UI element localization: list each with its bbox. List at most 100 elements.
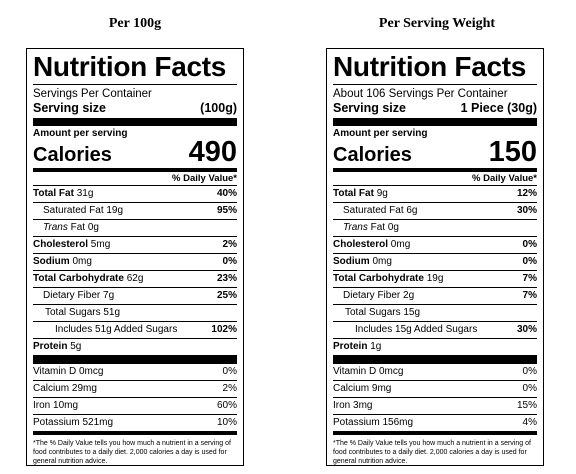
nutrient-dv: 0% bbox=[522, 239, 537, 250]
nutrient-dv: 23% bbox=[216, 273, 237, 284]
vitamin-dv: 4% bbox=[522, 417, 537, 428]
nutrient-label: Sodium bbox=[33, 256, 70, 267]
vitamin-dv: 10% bbox=[216, 417, 237, 428]
nutrient-dv: 2% bbox=[222, 239, 237, 250]
serving-size-row: Serving size 1 Piece (30g) bbox=[333, 101, 537, 116]
serving-size-label: Serving size bbox=[333, 101, 406, 115]
nutrient-dv: 12% bbox=[516, 188, 537, 199]
nutrient-label: Cholesterol bbox=[333, 239, 389, 250]
nutrient-label: Fat 0g bbox=[67, 222, 99, 233]
nutrient-amount: 0mg bbox=[372, 256, 392, 267]
vitamin-dv: 2% bbox=[222, 383, 237, 394]
nutrient-label-italic: Trans bbox=[343, 222, 368, 233]
daily-value-header: % Daily Value* bbox=[33, 172, 237, 186]
nutrient-label: Sodium bbox=[333, 256, 370, 267]
nutrient-row-total-sugars: Total Sugars 51g bbox=[33, 305, 237, 322]
calories-value: 150 bbox=[488, 136, 537, 168]
vitamin-label: Potassium 156mg bbox=[333, 417, 414, 428]
divider-block bbox=[333, 355, 537, 364]
calories-row: Calories 150 bbox=[333, 136, 537, 168]
nutrient-label: Saturated Fat 6g bbox=[343, 205, 418, 216]
vitamin-dv: 0% bbox=[222, 366, 237, 377]
nutrient-label: Dietary Fiber 7g bbox=[43, 290, 115, 301]
divider-block bbox=[33, 355, 237, 364]
nutrient-amount: 31g bbox=[76, 188, 94, 199]
nutrient-row-cholesterol: Cholesterol 0mg 0% bbox=[333, 237, 537, 254]
nutrient-row-total-carbohydrate: Total Carbohydrate 19g 7% bbox=[333, 271, 537, 288]
daily-value-footnote: *The % Daily Value tells you how much a … bbox=[33, 440, 231, 465]
nutrient-label: Total Carbohydrate bbox=[33, 273, 124, 284]
column-heading-per-serving: Per Serving Weight bbox=[378, 16, 496, 31]
divider-medium bbox=[33, 168, 237, 172]
footnote-divider: *The % Daily Value tells you how much a … bbox=[33, 431, 237, 466]
nutrient-amount: 5mg bbox=[90, 239, 111, 250]
nutrient-amount: 62g bbox=[126, 273, 144, 284]
calories-label: Calories bbox=[333, 144, 412, 166]
nutrient-row-trans-fat: Trans Fat 0g bbox=[333, 220, 537, 237]
vitamin-dv: 60% bbox=[216, 400, 237, 411]
vitamin-row-iron: Iron 3mg 15% bbox=[333, 398, 537, 415]
column-heading-per-100g: Per 100g bbox=[108, 16, 162, 31]
nutrient-label: Total Sugars 51g bbox=[45, 307, 121, 318]
nutrition-label-per-serving: Nutrition Facts About 106 Servings Per C… bbox=[326, 48, 544, 466]
nutrient-dv: 0% bbox=[522, 256, 537, 267]
vitamin-label: Vitamin D 0mcg bbox=[333, 366, 404, 377]
nutrient-label: Total Fat bbox=[333, 188, 374, 199]
nutrient-dv: 95% bbox=[216, 205, 237, 216]
nutrient-row-trans-fat: Trans Fat 0g bbox=[33, 220, 237, 237]
nutrient-label: Total Carbohydrate bbox=[333, 273, 424, 284]
nutrition-facts-title: Nutrition Facts bbox=[33, 52, 237, 85]
divider-thick bbox=[333, 118, 537, 126]
nutrient-row-dietary-fiber: Dietary Fiber 7g 25% bbox=[33, 288, 237, 305]
vitamin-dv: 15% bbox=[516, 400, 537, 411]
nutrient-label-italic: Trans bbox=[43, 222, 68, 233]
nutrient-amount: 9g bbox=[376, 188, 388, 199]
vitamin-dv: 0% bbox=[522, 383, 537, 394]
vitamin-label: Calcium 29mg bbox=[33, 383, 97, 394]
nutrient-row-sodium: Sodium 0mg 0% bbox=[333, 254, 537, 271]
nutrient-label: Protein bbox=[333, 341, 368, 352]
nutrient-amount: 0mg bbox=[72, 256, 92, 267]
nutrient-row-total-sugars: Total Sugars 15g bbox=[333, 305, 537, 322]
nutrient-label: Fat 0g bbox=[367, 222, 399, 233]
servings-per-container: About 106 Servings Per Container bbox=[333, 88, 508, 100]
nutrient-row-cholesterol: Cholesterol 5mg 2% bbox=[33, 237, 237, 254]
vitamin-row-iron: Iron 10mg 60% bbox=[33, 398, 237, 415]
calories-label: Calories bbox=[33, 144, 112, 166]
vitamin-label: Calcium 9mg bbox=[333, 383, 392, 394]
amount-per-serving: Amount per serving bbox=[333, 128, 428, 139]
nutrition-label-per-100g: Nutrition Facts Servings Per Container S… bbox=[26, 48, 244, 466]
nutrient-label: Protein bbox=[33, 341, 68, 352]
serving-size-value: 1 Piece (30g) bbox=[460, 101, 537, 115]
vitamin-dv: 0% bbox=[522, 366, 537, 377]
nutrient-label: Cholesterol bbox=[33, 239, 89, 250]
serving-size-value: (100g) bbox=[200, 101, 237, 115]
nutrient-dv: 30% bbox=[516, 205, 537, 216]
nutrient-row-total-fat: Total Fat 9g 12% bbox=[333, 186, 537, 203]
nutrient-amount: 5g bbox=[70, 341, 82, 352]
nutrient-row-protein: Protein 5g bbox=[33, 339, 237, 355]
divider-thick bbox=[33, 118, 237, 126]
vitamin-row-potassium: Potassium 156mg 4% bbox=[333, 415, 537, 431]
divider-medium bbox=[333, 168, 537, 172]
nutrient-row-dietary-fiber: Dietary Fiber 2g 7% bbox=[333, 288, 537, 305]
nutrient-row-saturated-fat: Saturated Fat 6g 30% bbox=[333, 203, 537, 220]
nutrient-row-added-sugars: Includes 51g Added Sugars 102% bbox=[33, 322, 237, 339]
daily-value-footnote: *The % Daily Value tells you how much a … bbox=[333, 440, 531, 465]
nutrient-dv: 0% bbox=[222, 256, 237, 267]
vitamin-row-potassium: Potassium 521mg 10% bbox=[33, 415, 237, 431]
nutrient-dv: 25% bbox=[216, 290, 237, 301]
calories-value: 490 bbox=[188, 136, 237, 168]
nutrient-row-total-fat: Total Fat 31g 40% bbox=[33, 186, 237, 203]
nutrient-label: Dietary Fiber 2g bbox=[343, 290, 415, 301]
amount-per-serving: Amount per serving bbox=[33, 128, 128, 139]
nutrient-row-added-sugars: Includes 15g Added Sugars 30% bbox=[333, 322, 537, 339]
vitamin-row-vitamin-d: Vitamin D 0mcg 0% bbox=[333, 364, 537, 381]
nutrient-dv: 7% bbox=[522, 290, 537, 301]
vitamin-label: Iron 3mg bbox=[333, 400, 373, 411]
nutrient-label: Total Fat bbox=[33, 188, 74, 199]
nutrition-facts-title: Nutrition Facts bbox=[333, 52, 537, 85]
serving-size-row: Serving size (100g) bbox=[33, 101, 237, 116]
vitamin-label: Iron 10mg bbox=[33, 400, 79, 411]
nutrient-dv: 7% bbox=[522, 273, 537, 284]
